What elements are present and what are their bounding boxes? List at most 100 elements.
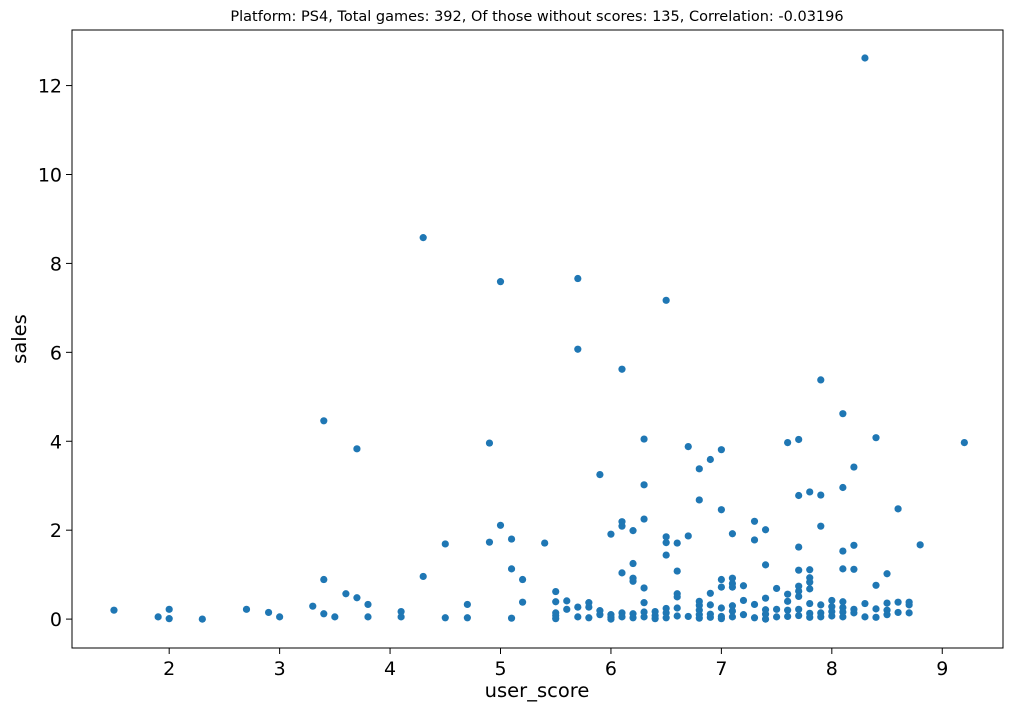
data-point (320, 417, 328, 425)
data-point (662, 551, 670, 559)
data-point (728, 583, 737, 591)
data-point (585, 603, 593, 611)
data-point (795, 592, 803, 601)
data-point (496, 521, 505, 529)
data-point (485, 439, 494, 447)
data-point (165, 615, 173, 623)
data-point (640, 481, 648, 489)
data-point (728, 613, 737, 621)
data-point (872, 581, 880, 589)
data-point (353, 445, 361, 453)
data-point (320, 610, 328, 618)
data-point (618, 522, 626, 530)
data-point (706, 613, 714, 621)
data-point (905, 609, 913, 617)
data-point (828, 612, 836, 620)
data-point (717, 575, 725, 584)
data-point (850, 541, 858, 549)
chart-title: Platform: PS4, Total games: 392, Of thos… (230, 9, 843, 25)
data-point (717, 615, 725, 623)
data-point (662, 539, 670, 547)
data-point (629, 527, 637, 535)
data-point (784, 606, 792, 614)
data-point (839, 547, 847, 555)
data-point (574, 274, 582, 283)
data-point (916, 541, 924, 549)
data-point (264, 608, 273, 617)
y-tick-label: 4 (50, 431, 62, 453)
y-tick-label: 10 (38, 164, 62, 186)
data-point (839, 613, 847, 621)
data-point (574, 345, 582, 353)
data-point (750, 536, 759, 544)
data-point (883, 599, 891, 607)
data-point (883, 570, 891, 578)
data-point (518, 598, 527, 606)
data-point (872, 434, 880, 442)
data-point (673, 567, 681, 575)
data-point (507, 614, 516, 622)
data-point (397, 607, 405, 616)
data-point (905, 601, 913, 609)
data-point (773, 584, 781, 593)
data-point (673, 604, 681, 612)
data-point (828, 596, 836, 605)
data-point (574, 613, 582, 621)
data-point (894, 598, 902, 606)
data-point (684, 612, 692, 621)
data-point (861, 599, 869, 608)
data-point (684, 442, 692, 451)
data-points (110, 54, 968, 623)
data-point (320, 575, 328, 584)
data-point (563, 605, 571, 613)
data-point (563, 597, 571, 605)
data-point (276, 613, 284, 621)
data-point (806, 613, 814, 621)
data-point (607, 530, 615, 538)
x-tick-label: 6 (605, 658, 617, 680)
data-point (728, 602, 737, 610)
data-point (806, 578, 814, 586)
data-point (761, 561, 770, 569)
data-point (629, 577, 637, 585)
data-point (110, 606, 118, 614)
data-point (784, 612, 792, 621)
data-point (872, 605, 880, 613)
y-tick-label: 2 (50, 520, 62, 542)
data-point (894, 505, 902, 513)
data-point (839, 565, 847, 573)
data-point (618, 365, 626, 373)
data-point (463, 614, 471, 622)
data-point (596, 611, 604, 619)
data-point (662, 533, 670, 541)
data-point (198, 615, 206, 623)
data-point (728, 607, 737, 615)
data-point (342, 590, 350, 598)
data-point (784, 590, 792, 598)
data-point (552, 598, 560, 606)
data-point (761, 526, 770, 534)
y-axis-ticks: 0 2 4 6 8 10 12 (38, 76, 72, 631)
data-point (806, 599, 814, 608)
data-point (717, 604, 725, 612)
data-point (728, 574, 737, 582)
data-point (485, 538, 494, 546)
data-point (518, 575, 527, 584)
data-point (662, 296, 670, 304)
data-point (817, 613, 825, 621)
data-point (585, 614, 593, 622)
data-point (872, 613, 880, 621)
data-point (806, 585, 814, 593)
data-point (739, 596, 748, 605)
x-axis-label: user_score (485, 679, 590, 702)
data-point (717, 446, 725, 454)
data-point (596, 471, 604, 479)
data-point (673, 539, 681, 547)
data-point (850, 565, 858, 573)
data-point (795, 543, 803, 551)
data-point (541, 539, 549, 547)
data-point (795, 587, 803, 595)
data-point (861, 54, 869, 62)
data-point (817, 522, 825, 530)
data-point (640, 584, 648, 592)
